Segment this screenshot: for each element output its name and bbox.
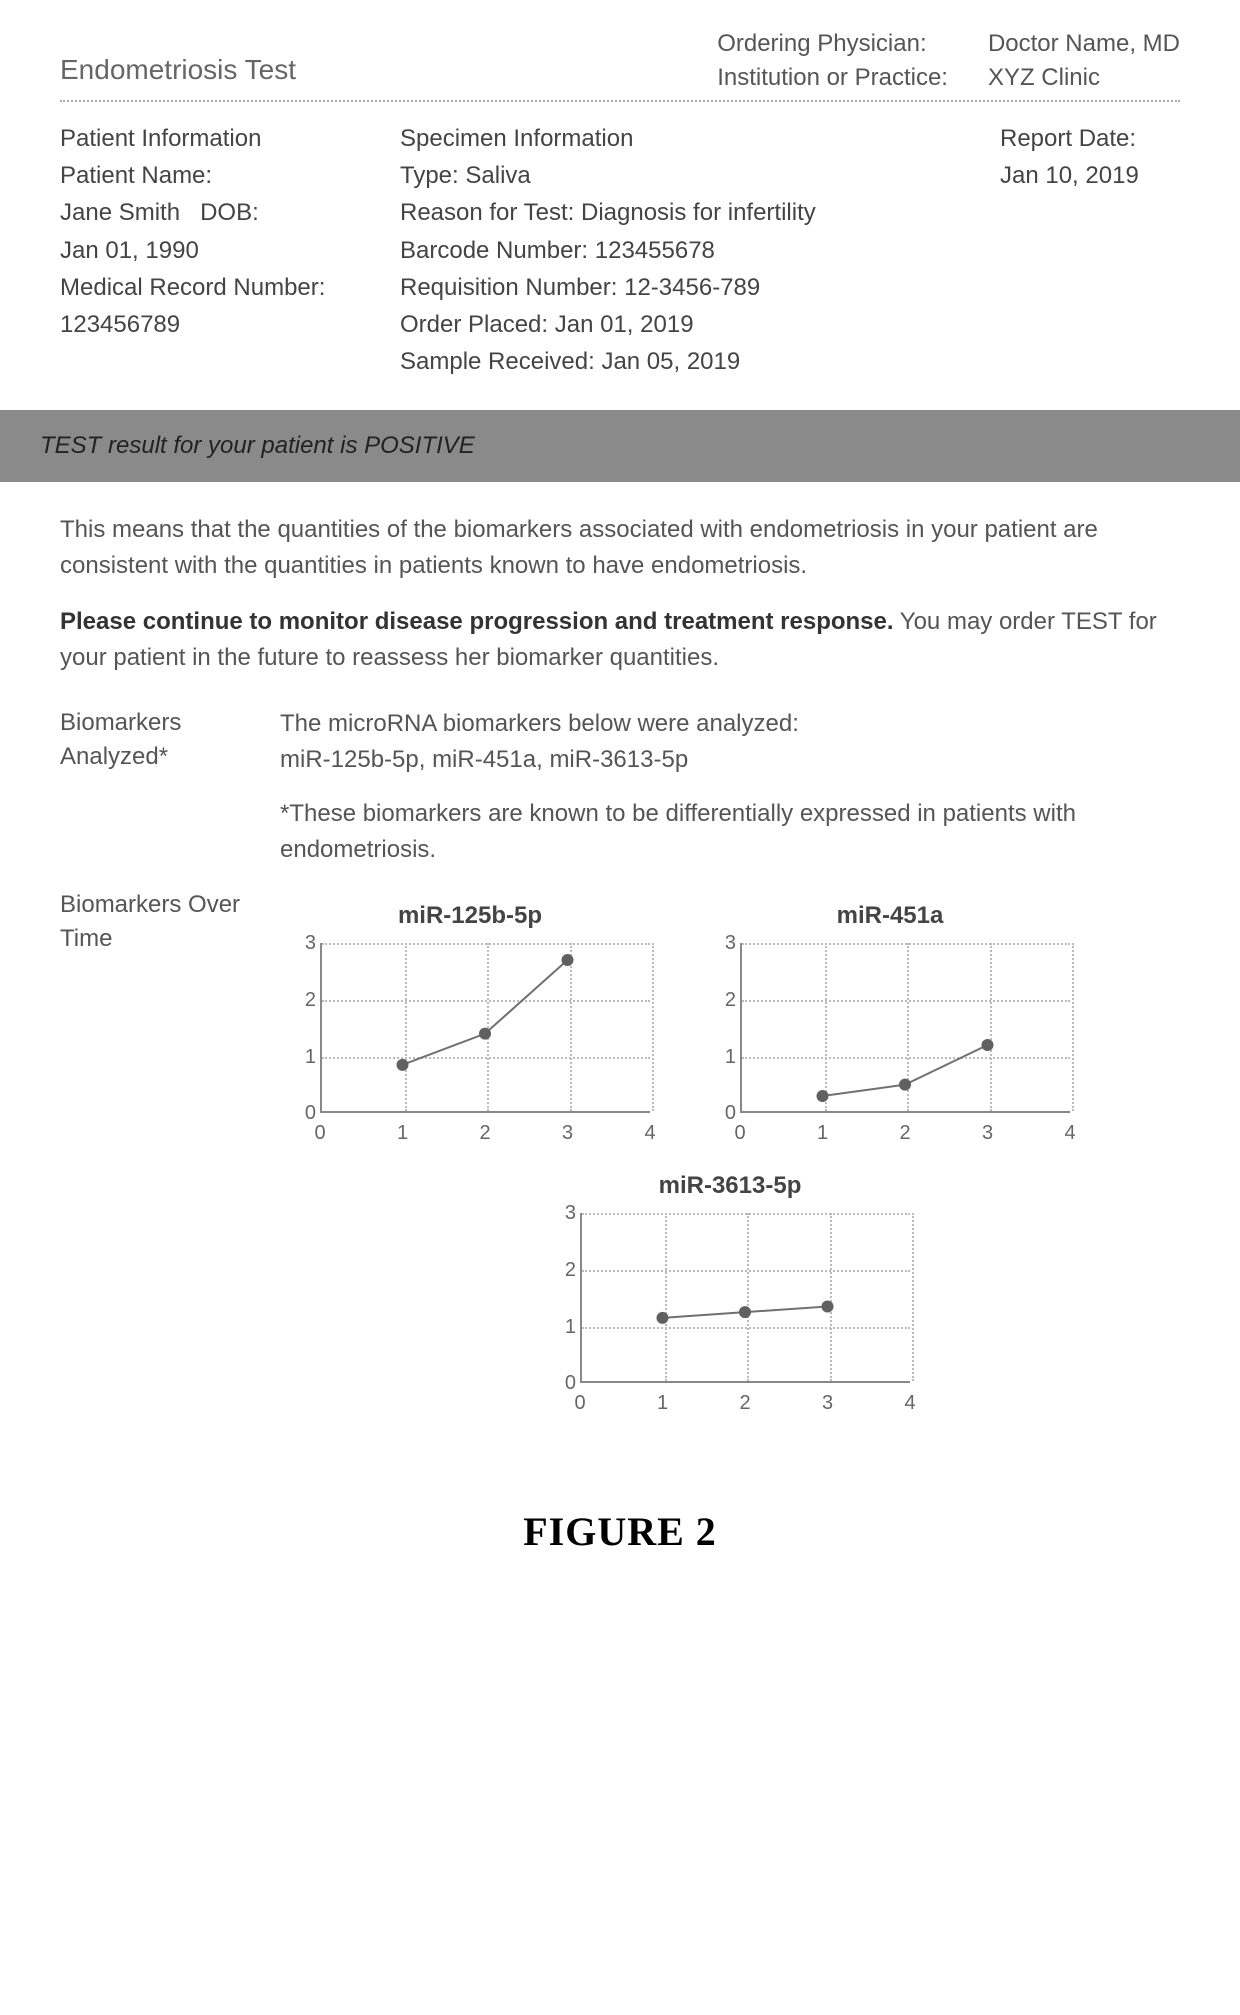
order-placed-label: Order Placed: (400, 311, 548, 338)
patient-name-value: Jane Smith (60, 199, 180, 226)
specimen-order-placed: Order Placed: Jan 01, 2019 (400, 306, 860, 343)
order-placed-value: Jan 01, 2019 (555, 311, 694, 338)
reason-value: Diagnosis for infertility (581, 199, 816, 226)
report-page: Endometriosis Test Ordering Physician: D… (0, 0, 1240, 1595)
chart-0-title: miR-125b-5p (280, 898, 660, 934)
institution-label: Institution or Practice: (717, 64, 948, 92)
report-header: Endometriosis Test Ordering Physician: D… (60, 30, 1180, 102)
mrn-label: Medical Record Number: (60, 274, 325, 301)
report-date-value: Jan 10, 2019 (1000, 157, 1180, 194)
chart-2: miR-3613-5p 012301234 (540, 1168, 920, 1418)
result-recommendation: Please continue to monitor disease progr… (60, 604, 1180, 676)
figure-caption: FIGURE 2 (60, 1508, 1180, 1555)
patient-name-label: Patient Name: (60, 157, 360, 194)
barcode-value: 123455678 (595, 237, 715, 264)
req-label: Requisition Number: (400, 274, 617, 301)
report-date-block: Report Date: Jan 10, 2019 (900, 120, 1180, 380)
biomarkers-footnote: *These biomarkers are known to be differ… (280, 796, 1180, 868)
reason-label: Reason for Test: (400, 199, 574, 226)
report-date-label: Report Date: (1000, 120, 1180, 157)
chart-0: miR-125b-5p 012301234 (280, 898, 660, 1148)
chart-0-plot: 012301234 (280, 938, 660, 1148)
chart-1-title: miR-451a (700, 898, 1080, 934)
test-title: Endometriosis Test (60, 54, 717, 92)
charts-row-1: miR-125b-5p 012301234 miR-451a 012301234 (280, 898, 1180, 1148)
req-value: 12-3456-789 (624, 274, 760, 301)
charts-row-2: miR-3613-5p 012301234 (280, 1168, 1180, 1418)
recommendation-bold: Please continue to monitor disease progr… (60, 608, 894, 635)
biomarkers-over-time-section: Biomarkers Over Time miR-125b-5p 0123012… (60, 888, 1180, 1418)
barcode-label: Barcode Number: (400, 237, 588, 264)
biomarkers-analyzed-label: Biomarkers Analyzed* (60, 706, 250, 868)
physician-block: Ordering Physician: Doctor Name, MD Inst… (717, 30, 1180, 92)
specimen-type: Type: Saliva (400, 157, 860, 194)
institution-value: XYZ Clinic (988, 64, 1180, 92)
chart-2-title: miR-3613-5p (540, 1168, 920, 1204)
specimen-req: Requisition Number: 12-3456-789 (400, 269, 860, 306)
sample-received-value: Jan 05, 2019 (601, 348, 740, 375)
physician-value: Doctor Name, MD (988, 30, 1180, 58)
sample-received-label: Sample Received: (400, 348, 595, 375)
charts-container: miR-125b-5p 012301234 miR-451a 012301234… (280, 888, 1180, 1418)
patient-name-dob: Jane Smith DOB: (60, 194, 360, 231)
specimen-section-label: Specimen Information (400, 120, 860, 157)
physician-label: Ordering Physician: (717, 30, 948, 58)
biomarkers-analyzed-list: miR-125b-5p, miR-451a, miR-3613-5p (280, 742, 1180, 778)
type-label: Type: (400, 162, 459, 189)
specimen-info: Specimen Information Type: Saliva Reason… (400, 120, 860, 380)
patient-dob-value: Jan 01, 1990 (60, 232, 360, 269)
info-row: Patient Information Patient Name: Jane S… (60, 120, 1180, 380)
chart-1: miR-451a 012301234 (700, 898, 1080, 1148)
specimen-reason: Reason for Test: Diagnosis for infertili… (400, 194, 860, 231)
result-explanation: This means that the quantities of the bi… (60, 512, 1180, 584)
biomarkers-analyzed-section: Biomarkers Analyzed* The microRNA biomar… (60, 706, 1180, 868)
mrn-value: 123456789 (60, 311, 180, 338)
patient-dob-label: DOB: (200, 199, 259, 226)
patient-section-label: Patient Information (60, 120, 360, 157)
chart-2-plot: 012301234 (540, 1208, 920, 1418)
biomarkers-analyzed-text1: The microRNA biomarkers below were analy… (280, 706, 1180, 742)
biomarkers-over-time-label: Biomarkers Over Time (60, 888, 250, 1418)
patient-info: Patient Information Patient Name: Jane S… (60, 120, 360, 380)
specimen-sample-received: Sample Received: Jan 05, 2019 (400, 343, 860, 380)
result-bar: TEST result for your patient is POSITIVE (0, 410, 1240, 482)
type-value: Saliva (465, 162, 530, 189)
patient-mrn: Medical Record Number: 123456789 (60, 269, 360, 343)
biomarkers-analyzed-content: The microRNA biomarkers below were analy… (280, 706, 1180, 868)
chart-1-plot: 012301234 (700, 938, 1080, 1148)
specimen-barcode: Barcode Number: 123455678 (400, 232, 860, 269)
